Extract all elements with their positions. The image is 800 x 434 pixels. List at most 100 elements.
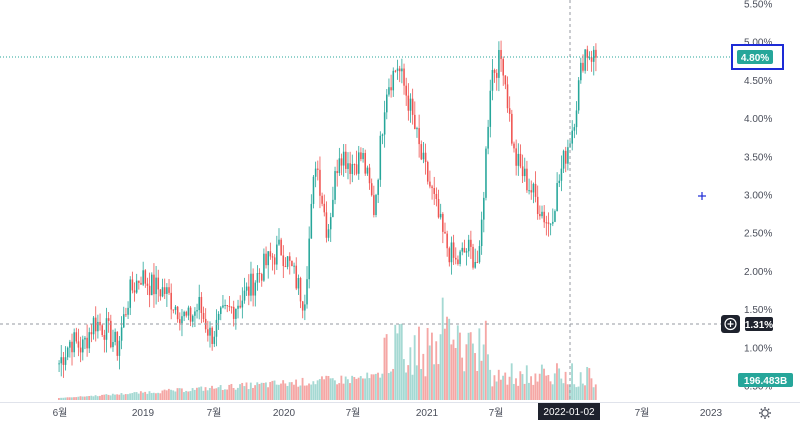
candle-body xyxy=(506,84,509,109)
candle-body xyxy=(161,287,164,297)
volume-bar xyxy=(428,345,431,400)
candle-body xyxy=(58,363,60,365)
volume-badge-text: 196.483B xyxy=(744,376,787,387)
plus-circle-icon[interactable] xyxy=(721,315,740,333)
gear-icon[interactable] xyxy=(759,407,771,419)
volume-bar xyxy=(573,384,576,400)
candle-body xyxy=(355,164,358,174)
candle-body xyxy=(444,231,446,234)
volume-bar xyxy=(215,388,218,400)
candle-body xyxy=(116,331,119,356)
volume-bar xyxy=(221,389,224,400)
price-axis-tick: 3.00% xyxy=(744,191,772,202)
candle-body xyxy=(364,152,367,174)
volume-bar xyxy=(161,390,164,400)
time-axis[interactable]: 6월 2019 7월 2020 7월 2021 7월 7월 2023 xyxy=(53,407,723,419)
volume-bar xyxy=(185,390,188,400)
volume-bar xyxy=(88,396,91,400)
volume-bar xyxy=(361,378,364,400)
candle-body xyxy=(260,274,263,281)
candle-body xyxy=(418,128,420,145)
volume-bar xyxy=(247,389,250,400)
candle-body xyxy=(140,282,142,285)
candle-body xyxy=(554,211,556,222)
candle-body xyxy=(373,195,375,215)
volume-bar xyxy=(116,394,119,400)
volume-bar xyxy=(264,382,267,400)
candle-body xyxy=(450,242,453,263)
candle-body xyxy=(213,336,216,344)
volume-bar xyxy=(372,374,375,400)
volume-bar xyxy=(545,375,548,400)
volume-bar xyxy=(142,392,144,400)
candle-body xyxy=(539,214,541,217)
volume-bar xyxy=(316,380,319,400)
candle-body xyxy=(250,273,252,296)
candle-body xyxy=(235,308,237,319)
candle-body xyxy=(409,98,412,111)
candle-body xyxy=(511,113,513,144)
crosshair-value-text: 1.31% xyxy=(745,320,773,331)
candle-body xyxy=(480,219,483,247)
time-axis-label: 2019 xyxy=(132,408,155,419)
volume-bar xyxy=(474,353,476,400)
candle-body xyxy=(500,49,502,60)
candle-body xyxy=(564,150,567,164)
candle-body xyxy=(133,290,136,293)
plot-area[interactable] xyxy=(58,40,597,400)
candle-body xyxy=(588,57,591,59)
volume-bar xyxy=(299,385,302,400)
candle-body xyxy=(334,171,336,200)
candle-body xyxy=(267,251,269,266)
candle-body xyxy=(148,285,151,296)
candle-body xyxy=(521,166,524,177)
candle-body xyxy=(62,357,65,365)
volume-bar xyxy=(491,386,494,400)
volume-bar xyxy=(290,382,293,400)
candle-body xyxy=(332,199,334,218)
candle-body xyxy=(293,265,295,267)
price-axis-tick: 2.00% xyxy=(744,267,772,278)
volume-bar xyxy=(579,372,582,400)
plus-icon xyxy=(698,192,706,200)
candle-body xyxy=(342,151,345,166)
candle-body xyxy=(590,57,593,62)
candle-body xyxy=(194,311,196,316)
last-value-badge: 4.80% xyxy=(737,50,773,64)
candle-body xyxy=(217,313,220,320)
candle-body xyxy=(437,199,440,218)
volume-bar xyxy=(103,394,106,400)
candle-body xyxy=(461,247,464,252)
volume-bar xyxy=(252,387,254,400)
volume-bar xyxy=(107,394,110,400)
volume-bar xyxy=(396,333,399,400)
candle-body xyxy=(493,69,496,73)
volume-bar xyxy=(566,384,569,400)
candle-body xyxy=(396,68,399,71)
volume-badge: 196.483B xyxy=(738,373,793,387)
volume-bar xyxy=(374,373,377,400)
volume-bar xyxy=(540,364,543,400)
volume-bar xyxy=(523,383,526,400)
volume-bar xyxy=(239,384,241,400)
candle-body xyxy=(411,98,414,115)
volume-bar xyxy=(581,383,584,400)
volume-bar xyxy=(64,397,67,400)
candle-body xyxy=(323,203,326,213)
volume-bar xyxy=(111,393,114,400)
price-candles xyxy=(58,40,597,378)
candle-body xyxy=(288,256,291,261)
candle-body xyxy=(159,289,162,297)
volume-bar xyxy=(305,385,308,400)
volume-bar xyxy=(493,375,496,400)
candle-body xyxy=(200,296,203,313)
volume-bar xyxy=(521,374,524,400)
volume-bar xyxy=(211,385,213,400)
candle-body xyxy=(155,277,157,295)
volume-bar xyxy=(109,395,112,400)
candle-body xyxy=(556,183,558,212)
candle-body xyxy=(446,233,448,249)
volume-bar xyxy=(114,394,116,400)
candle-body xyxy=(357,152,360,174)
